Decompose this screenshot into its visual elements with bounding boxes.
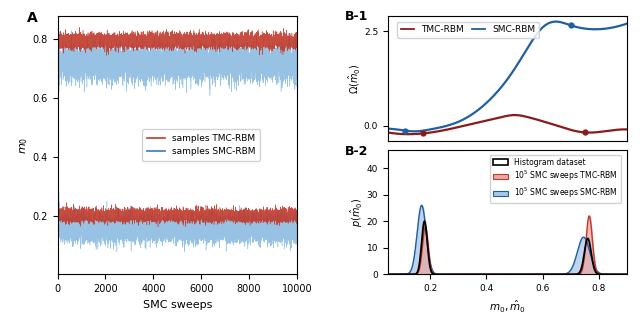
Y-axis label: $\Omega(\hat{m}_0)$: $\Omega(\hat{m}_0)$ — [347, 63, 362, 93]
Text: A: A — [26, 11, 37, 25]
Text: B-2: B-2 — [345, 145, 368, 158]
Y-axis label: $m_0$: $m_0$ — [18, 137, 29, 154]
Legend: TMC-RBM, SMC-RBM: TMC-RBM, SMC-RBM — [397, 22, 539, 38]
Legend: samples TMC-RBM, samples SMC-RBM: samples TMC-RBM, samples SMC-RBM — [142, 130, 260, 161]
Legend: Histogram dataset, $10^5$ SMC sweeps TMC-RBM, $10^5$ SMC sweeps SMC-RBM: Histogram dataset, $10^5$ SMC sweeps TMC… — [490, 155, 621, 203]
X-axis label: SMC sweeps: SMC sweeps — [143, 300, 212, 310]
Y-axis label: $p(\hat{m}_0)$: $p(\hat{m}_0)$ — [349, 197, 365, 226]
Text: B-1: B-1 — [345, 10, 368, 23]
X-axis label: $m_0, \hat{m}_0$: $m_0, \hat{m}_0$ — [489, 299, 526, 315]
